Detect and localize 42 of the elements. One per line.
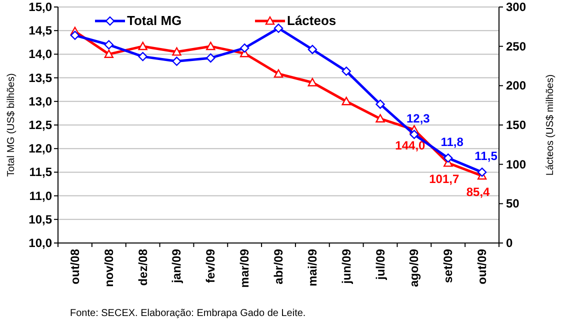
y2-axis-title: Lácteos (US$ milhões) xyxy=(545,74,556,176)
data-label: 12,3 xyxy=(406,111,430,126)
x-tick-label: jan/09 xyxy=(170,248,184,284)
y-axis-title: Total MG (US$ bilhões) xyxy=(6,73,17,177)
y-tick-label: 13,0 xyxy=(28,94,52,108)
x-tick-label: ago/09 xyxy=(407,248,422,288)
x-tick-label: mar/09 xyxy=(238,248,252,288)
x-tick-label: fev/09 xyxy=(204,248,218,284)
y-tick-label: 15,0 xyxy=(28,0,52,14)
y2-tick-label: 200 xyxy=(506,78,526,93)
x-tick-label: out/08 xyxy=(68,248,82,284)
x-tick-label: nov/08 xyxy=(102,248,116,288)
y2-tick-label: 250 xyxy=(506,39,526,54)
data-label: 11,8 xyxy=(440,135,464,150)
y-tick-label: 12,5 xyxy=(28,118,52,132)
x-tick-label: set/09 xyxy=(441,248,456,284)
legend-label: Lácteos xyxy=(287,13,336,28)
y2-tick-label: 300 xyxy=(506,0,526,14)
y-tick-label: 12,0 xyxy=(28,142,52,156)
source-note: Fonte: SECEX. Elaboração: Embrapa Gado de Leite. xyxy=(70,308,306,319)
x-tick-label: out/09 xyxy=(475,248,490,284)
y2-tick-label: 50 xyxy=(506,196,520,211)
x-tick-label: dez/08 xyxy=(136,248,150,286)
legend-label: Total MG xyxy=(127,13,182,28)
data-label: 101,7 xyxy=(429,172,460,186)
x-tick-label: mai/09 xyxy=(305,248,320,286)
y-tick-label: 14,5 xyxy=(28,24,52,38)
y2-tick-label: 0 xyxy=(506,236,513,250)
x-tick-label: jul/09 xyxy=(373,248,388,281)
y2-tick-label: 100 xyxy=(506,157,526,172)
y-tick-label: 14,0 xyxy=(28,47,52,62)
y-tick-label: 11,0 xyxy=(29,188,52,203)
data-label: 85,4 xyxy=(466,184,490,199)
data-label: 144,0 xyxy=(395,138,426,153)
y2-tick-label: 150 xyxy=(506,118,526,132)
x-tick-label: jun/09 xyxy=(339,248,354,285)
x-tick-label: abr/09 xyxy=(272,248,286,284)
data-label: 11,5 xyxy=(474,149,498,164)
y-tick-label: 10,0 xyxy=(28,236,52,250)
y-tick-label: 13,5 xyxy=(28,70,52,85)
y-tick-label: 11,5 xyxy=(29,165,52,180)
y-tick-label: 10,5 xyxy=(28,212,52,226)
